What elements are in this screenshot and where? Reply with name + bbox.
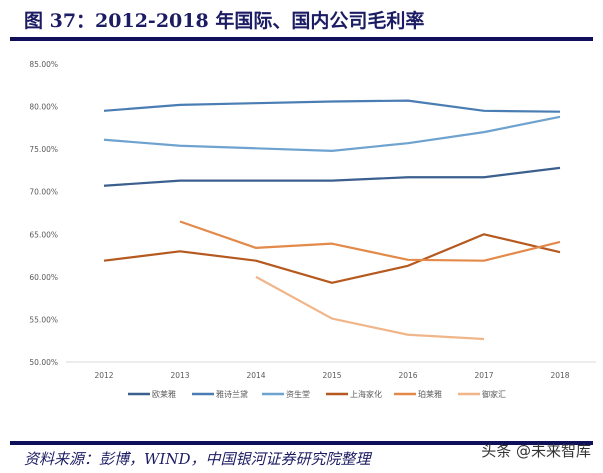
legend-label: 上海家化 xyxy=(350,389,382,399)
series-line-5 xyxy=(179,220,561,262)
x-tick-label: 2017 xyxy=(474,371,493,380)
legend-label: 珀莱雅 xyxy=(418,389,442,399)
y-tick-label: 70.00% xyxy=(29,188,58,197)
series-line-1 xyxy=(103,166,561,187)
line-chart: 50.00% 55.00% 60.00% 65.00% 70.00% 75.00% 80.0… xyxy=(29,60,596,399)
series-line-2 xyxy=(103,99,561,113)
figure-title: 图 37：2012-2018 年国际、国内公司毛利率 xyxy=(24,10,425,32)
y-tick-label: 80.00% xyxy=(29,103,58,112)
source-note: 资料来源：彭博，WIND，中国银河证券研究院整理 xyxy=(24,450,371,468)
y-tick-label: 65.00% xyxy=(29,230,58,239)
x-tick-label: 2014 xyxy=(246,371,265,380)
legend-label: 欧莱雅 xyxy=(152,389,176,399)
x-tick-label: 2016 xyxy=(398,371,417,380)
legend-label: 资生堂 xyxy=(286,389,310,399)
y-tick-label: 85.00% xyxy=(29,60,58,69)
x-tick-label: 2013 xyxy=(170,371,189,380)
series-line-6 xyxy=(255,275,485,341)
series-line-3 xyxy=(103,115,561,152)
footer-rule xyxy=(10,441,593,445)
legend-label: 御家汇 xyxy=(482,389,506,399)
legend-label: 雅诗兰黛 xyxy=(216,389,248,399)
y-tick-label: 60.00% xyxy=(29,273,58,282)
y-tick-label: 75.00% xyxy=(29,145,58,154)
y-tick-label: 55.00% xyxy=(29,315,58,324)
x-tick-label: 2012 xyxy=(94,371,113,380)
title-rule xyxy=(10,37,593,41)
x-tick-label: 2018 xyxy=(550,371,569,380)
watermark: 头条 @未来智库 xyxy=(481,442,591,460)
x-tick-label: 2015 xyxy=(322,371,341,380)
y-tick-label: 50.00% xyxy=(29,358,58,367)
